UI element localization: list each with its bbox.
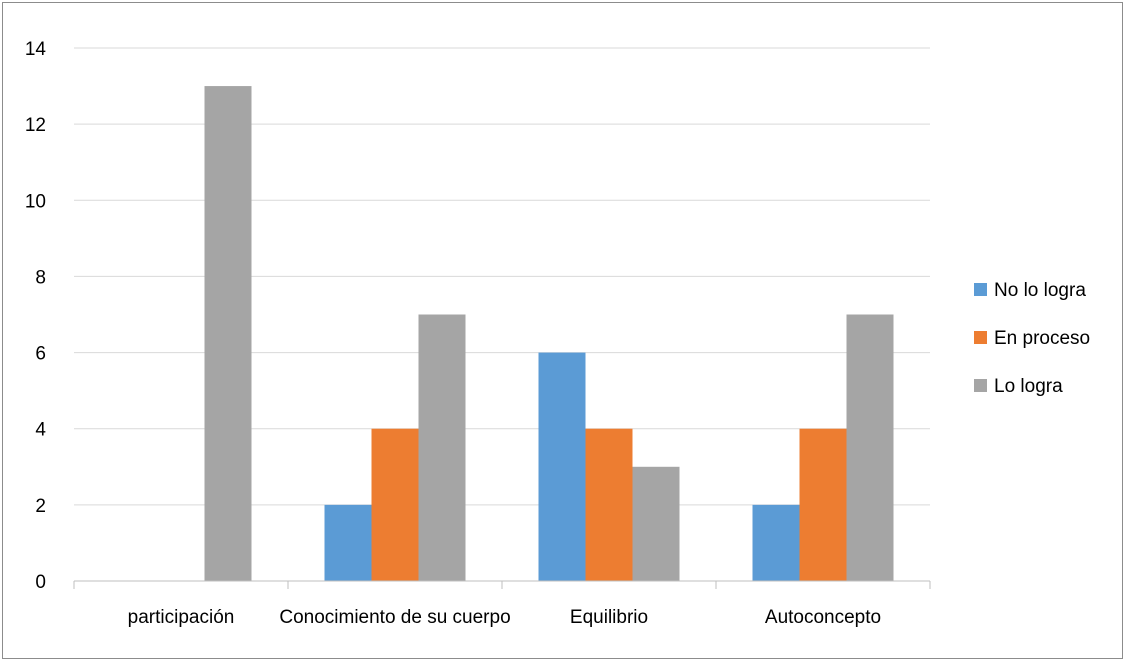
y-tick-label: 4 — [35, 420, 46, 441]
y-tick-label: 6 — [35, 344, 46, 365]
bar — [799, 428, 847, 581]
legend-label: En proceso — [994, 328, 1090, 349]
bar — [204, 86, 252, 582]
x-category-label: participación — [128, 607, 235, 628]
axes: 0 2 4 6 8 10 12 14 participación Conocimiento de … — [25, 39, 931, 628]
bar — [752, 504, 800, 581]
bars — [204, 86, 894, 582]
y-tick-label: 10 — [25, 191, 46, 212]
x-category-label: Equilibrio — [570, 607, 648, 628]
legend-swatch — [974, 331, 987, 344]
bar — [371, 428, 419, 581]
y-tick-label: 2 — [35, 496, 46, 517]
legend-label: No lo logra — [994, 280, 1086, 301]
y-tick-label: 8 — [35, 267, 46, 288]
x-category-label: Conocimiento de su cuerpo — [279, 607, 510, 628]
legend: No lo logra En proceso Lo logra — [974, 280, 1090, 397]
bar — [538, 352, 586, 581]
legend-swatch — [974, 379, 987, 392]
bar — [418, 314, 466, 581]
y-tick-label: 14 — [25, 39, 47, 60]
bar — [324, 504, 372, 581]
legend-label: Lo logra — [994, 376, 1063, 397]
bar — [632, 466, 680, 581]
bar — [846, 314, 894, 581]
y-tick-label: 12 — [25, 115, 46, 136]
legend-swatch — [974, 283, 987, 296]
bar — [585, 428, 633, 581]
y-tick-label: 0 — [35, 572, 46, 593]
x-category-label: Autoconcepto — [765, 607, 881, 628]
